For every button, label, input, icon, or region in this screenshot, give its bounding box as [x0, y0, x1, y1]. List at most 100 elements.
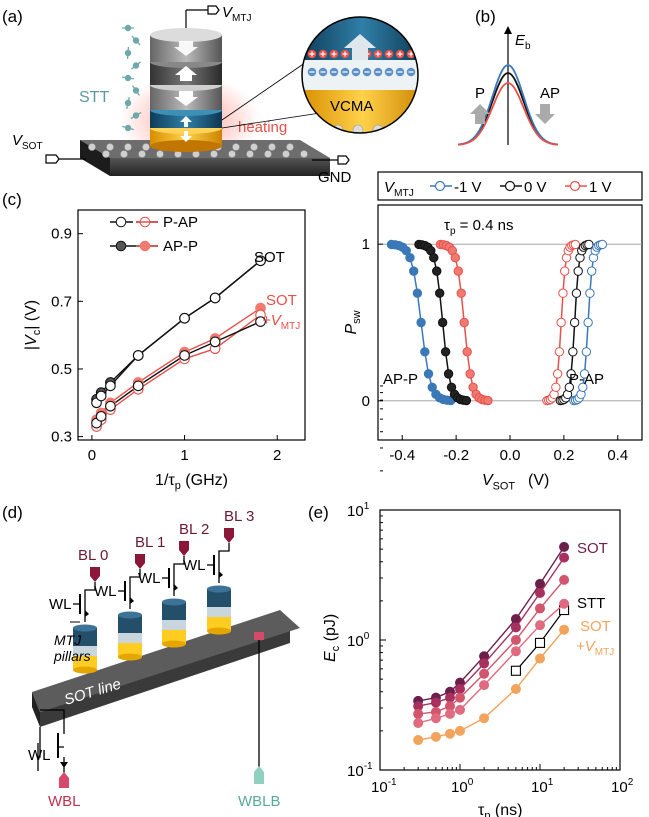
data-point — [479, 668, 490, 679]
data-point — [440, 347, 451, 357]
data-point — [430, 713, 441, 724]
x-tick-label: 1 — [180, 447, 188, 464]
y-axis-label: Ec (pJ) — [322, 614, 342, 662]
sot-electron-icon — [268, 143, 276, 151]
write-wire — [37, 727, 41, 771]
stt-spin-arrow-icon — [126, 46, 130, 60]
data-point — [535, 653, 545, 664]
data-point — [413, 735, 424, 746]
pillar-layer-ref — [73, 628, 97, 646]
pillar-top — [162, 598, 186, 606]
stt-label: STT — [79, 89, 109, 106]
data-point — [445, 728, 456, 739]
wblb-terminal-icon — [254, 772, 264, 784]
data-point — [453, 266, 463, 276]
heating-label: heating — [238, 119, 287, 136]
annotation-sot: SOT — [577, 540, 608, 557]
data-point — [408, 266, 419, 276]
wblb-terminal-icon — [254, 766, 264, 772]
series-line — [95, 307, 261, 421]
transistor-arrow-icon — [130, 597, 134, 604]
annotation-sot-vmtj: SOT — [580, 618, 611, 635]
data-point — [432, 266, 442, 276]
data-point — [510, 683, 521, 694]
pillar-base — [118, 653, 142, 661]
pillar-top — [73, 624, 97, 632]
annotation-sot: SOT — [254, 249, 285, 266]
wbl-terminal-icon — [59, 772, 69, 778]
pillar-base — [207, 627, 231, 635]
pillar-top — [118, 611, 142, 619]
sot-electron-icon — [88, 143, 96, 151]
wordline-label: WL — [183, 557, 206, 574]
transistor-drain — [129, 569, 141, 605]
pillar-layer-free — [73, 656, 97, 670]
data-point — [255, 316, 266, 327]
data-point — [413, 701, 424, 712]
data-point — [445, 692, 456, 703]
data-point — [583, 317, 593, 328]
data-point — [479, 658, 490, 669]
x-tick-label: 102 — [611, 777, 634, 796]
data-point — [559, 624, 570, 635]
data-point — [570, 239, 581, 250]
data-point — [416, 317, 426, 328]
annotation-vmtj: +VMTJ — [576, 638, 614, 658]
stt-spin-arrow-icon — [130, 61, 142, 70]
pillar-layer-free — [162, 630, 186, 644]
pillar-layer-ref — [207, 589, 231, 607]
stt-point — [510, 665, 521, 676]
data-point — [179, 350, 190, 361]
data-point — [585, 288, 595, 298]
transistor-arrow-icon — [60, 762, 68, 768]
sot-line-top — [32, 610, 300, 712]
data-point — [413, 708, 424, 719]
ap-label: AP — [540, 85, 560, 102]
pillar-layer-barrier — [73, 646, 97, 656]
data-point — [510, 635, 521, 645]
series-line — [95, 260, 261, 404]
bitline-terminal-icon — [224, 537, 234, 543]
data-point — [132, 380, 144, 392]
sot-line-contact-icon — [254, 632, 264, 640]
data-point — [434, 288, 445, 298]
data-point — [535, 620, 545, 631]
data-point — [479, 651, 490, 662]
chart-c-left: 0 1 2 0.3 0.5 0.7 0.9 1/τp (GHz) |Vc| (V) P-AP AP-… — [23, 209, 306, 492]
x-tick-label: 0.0 — [500, 447, 521, 464]
stt-spin-arrow-icon — [130, 111, 142, 120]
x-tick-label: 100 — [451, 777, 474, 796]
wbl-label: WBL — [48, 793, 81, 810]
data-point — [443, 369, 454, 379]
data-point — [559, 541, 570, 552]
bitline-terminal-icon — [90, 567, 100, 576]
gnd-terminal: GND — [312, 155, 352, 186]
plus-glyph-icon — [331, 51, 337, 57]
stt-spin-arrow-icon — [131, 35, 141, 46]
y-tick-label: 10-1 — [347, 761, 373, 780]
data-point — [586, 266, 597, 276]
y-tick-label: 0.3 — [51, 429, 72, 446]
bitline-label: BL 3 — [224, 508, 254, 525]
y-tick-label: 100 — [347, 631, 370, 650]
wbl-terminal-icon — [59, 778, 69, 788]
x-axis-label: VSOT — [482, 472, 515, 492]
data-point — [581, 347, 592, 357]
vsot-terminal: VSOT — [12, 132, 86, 164]
y-axis-label: |Vc| (V) — [23, 300, 43, 350]
bitline-terminal-icon — [135, 563, 145, 569]
pillar-layer-barrier — [118, 633, 142, 643]
legend-label-pap: P-AP — [163, 214, 198, 231]
wordline-label: WL — [94, 583, 117, 600]
data-point — [559, 598, 570, 609]
plus-glyph-icon — [320, 51, 326, 57]
x-tick-label: 0.4 — [607, 447, 628, 464]
y-tick-label: 0.7 — [51, 293, 72, 310]
data-point — [597, 239, 608, 250]
data-point — [535, 603, 545, 614]
plus-glyph-icon — [397, 51, 403, 57]
barrier-curve-plus1v — [457, 82, 559, 146]
data-point — [455, 683, 465, 694]
sot-electron-icon — [232, 143, 240, 151]
